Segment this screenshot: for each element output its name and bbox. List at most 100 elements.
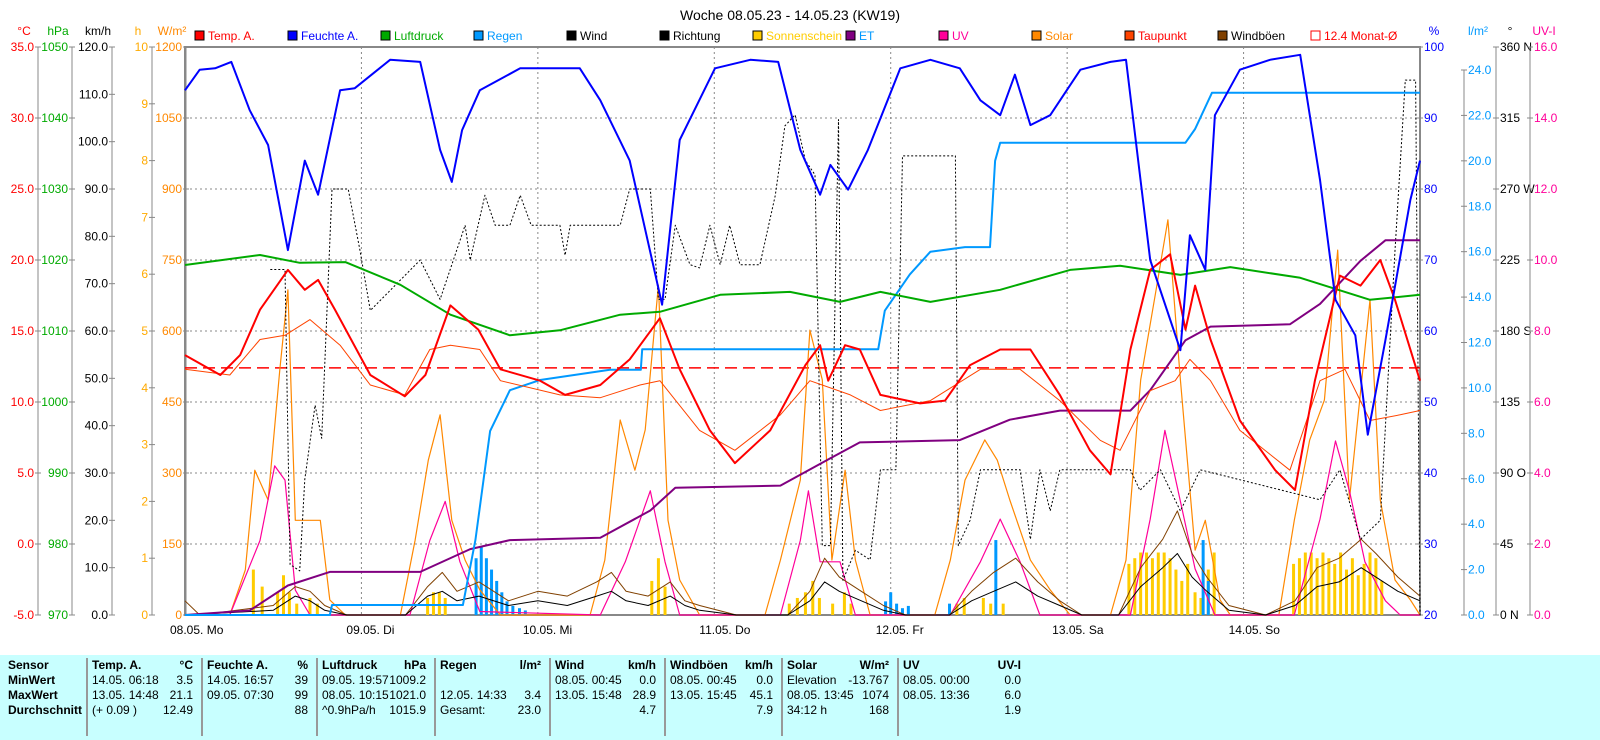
series-line-windböen xyxy=(184,510,1421,616)
axis-tick-label-dir: 315 xyxy=(1500,111,1520,125)
bar-sonnenschein xyxy=(981,597,985,615)
axis-tick-label-press: 1040 xyxy=(41,111,68,125)
bar-sonnenschein xyxy=(811,580,815,615)
cell-value: 45.1 xyxy=(749,688,773,702)
cell-value: 7.9 xyxy=(756,703,773,717)
cell-value: 3.4 xyxy=(524,688,541,702)
bar-regenrate xyxy=(994,540,998,615)
table-column: Wind km/h 08.05. 00:45 0.0 13.05. 15:48 28.9 4… xyxy=(551,658,666,736)
axis-tick-label-solar: 1050 xyxy=(155,111,182,125)
table-row: ^0.9hPa/h 1015.9 xyxy=(322,703,430,718)
axis-tick-label-uv: 8.0 xyxy=(1534,324,1551,338)
axis-tick-label-sun: 1 xyxy=(141,551,148,565)
legend: Temp. A. Feuchte A. Luftdruck Regen Wind Rich… xyxy=(194,29,1397,43)
table-row: 13.05. 15:48 28.9 xyxy=(555,688,660,703)
cell-label: 34:12 h xyxy=(787,703,828,717)
axis-tick-label-temp: 35.0 xyxy=(11,40,35,54)
legend-swatch xyxy=(287,30,298,41)
axis-tick-label-press: 1010 xyxy=(41,324,68,338)
table-row: MinWert xyxy=(8,673,82,688)
axis-tick-label-solar: 150 xyxy=(162,537,182,551)
cell-label: 08.05. 00:00 xyxy=(903,673,970,687)
axis-tick-label-temp: 15.0 xyxy=(11,324,35,338)
bar-sonnenschein xyxy=(795,597,799,615)
column-unit: l/m² xyxy=(519,658,541,672)
axis-tick-label-rain: 8.0 xyxy=(1468,426,1485,440)
axis-tick-label-rain: 10.0 xyxy=(1468,381,1492,395)
column-header: Wind xyxy=(555,658,585,672)
cell-label: (+ 0.09 ) xyxy=(92,703,138,717)
table-row: 34:12 h 168 xyxy=(787,703,893,718)
x-tick-label: 12.05. Fr xyxy=(876,623,924,637)
axis-tick-label-hum: 50 xyxy=(1424,395,1438,409)
axis-tick-label-wind: 120.0 xyxy=(78,40,108,54)
bar-regenrate xyxy=(948,603,952,615)
cell-label: Elevation xyxy=(787,673,837,687)
bar-regenrate xyxy=(884,601,888,615)
legend-swatch xyxy=(659,30,670,41)
axis-tick-label-uv: 16.0 xyxy=(1534,40,1558,54)
axis-tick-label-wind: 90.0 xyxy=(85,182,109,196)
bar-sonnenschein xyxy=(1180,580,1184,615)
axis-unit-wind: km/h xyxy=(85,24,111,38)
table-column: Sensor MinWert MaxWert Durchschnitt xyxy=(4,658,88,736)
bar-sonnenschein xyxy=(1199,597,1203,615)
bar-sonnenschein xyxy=(1156,552,1160,615)
column-unit: UV-I xyxy=(997,658,1021,672)
cell-value: 168 xyxy=(868,703,889,717)
axis-tick-label-rain: 16.0 xyxy=(1468,245,1492,259)
axis-tick-label-wind: 30.0 xyxy=(85,466,109,480)
axis-tick-label-uv: 4.0 xyxy=(1534,466,1551,480)
bar-sonnenschein xyxy=(1333,563,1337,615)
axis-tick-label-hum: 20 xyxy=(1424,608,1438,622)
table-row: Durchschnitt xyxy=(8,703,82,718)
series-line-taupunkt xyxy=(184,319,1421,471)
series-line-richtung xyxy=(270,79,1421,616)
cell-value: 0.0 xyxy=(756,673,773,687)
bar-sonnenschein xyxy=(1344,569,1348,615)
bar-regenrate xyxy=(479,546,483,615)
bar-sonnenschein xyxy=(308,597,312,615)
column-header: Solar xyxy=(787,658,818,672)
x-tick-label: 08.05. Mo xyxy=(170,623,224,637)
axis-tick-label-press: 990 xyxy=(48,466,68,480)
axis-tick-label-rain: 6.0 xyxy=(1468,472,1485,486)
cell-label: 09.05. 19:57 xyxy=(322,673,389,687)
legend-swatch xyxy=(845,30,856,41)
legend-label: ET xyxy=(859,29,875,43)
bar-sonnenschein xyxy=(1001,603,1005,615)
table-row: 14.05. 16:57 39 xyxy=(207,673,312,688)
axis-unit-temp: °C xyxy=(17,24,31,38)
bar-sonnenschein xyxy=(1297,558,1301,615)
stats-table: Sensor MinWert MaxWert Durchschnitt Temp. A.… xyxy=(0,655,1600,740)
axis-tick-label-hum: 100 xyxy=(1424,40,1444,54)
axis-tick-label-press: 1030 xyxy=(41,182,68,196)
cell-label: 13.05. 15:48 xyxy=(555,688,622,702)
bar-sonnenschein xyxy=(817,597,821,615)
legend-swatch xyxy=(1217,30,1228,41)
bar-sonnenschein xyxy=(1174,569,1178,615)
legend-swatch xyxy=(752,30,763,41)
legend-label: Feuchte A. xyxy=(301,29,358,43)
series xyxy=(184,53,1421,616)
axis-tick-label-wind: 40.0 xyxy=(85,419,109,433)
legend-label: Taupunkt xyxy=(1138,29,1187,43)
axis-tick-label-solar: 750 xyxy=(162,253,182,267)
axis-tick-label-sun: 8 xyxy=(141,154,148,168)
bar-regenrate xyxy=(889,592,893,615)
bar-sonnenschein xyxy=(831,603,835,615)
axis-unit-hum: % xyxy=(1429,24,1440,38)
x-tick-label: 09.05. Di xyxy=(346,623,394,637)
table-column: Solar W/m² Elevation -13.767 08.05. 13:45 107… xyxy=(783,658,899,736)
axis-tick-label-solar: 450 xyxy=(162,395,182,409)
axis-tick-label-temp: 30.0 xyxy=(11,111,35,125)
bar-sonnenschein xyxy=(1133,558,1137,615)
table-row: 08.05. 00:45 0.0 xyxy=(670,673,777,688)
axis-tick-label-sun: 6 xyxy=(141,267,148,281)
bar-sonnenschein xyxy=(1139,552,1143,615)
cell-label: 08.05. 10:15 xyxy=(322,688,389,702)
cell-label: 13.05. 14:48 xyxy=(92,688,159,702)
axis-tick-label-rain: 24.0 xyxy=(1468,63,1492,77)
legend-swatch xyxy=(938,30,949,41)
cell-value: 99 xyxy=(294,688,308,702)
